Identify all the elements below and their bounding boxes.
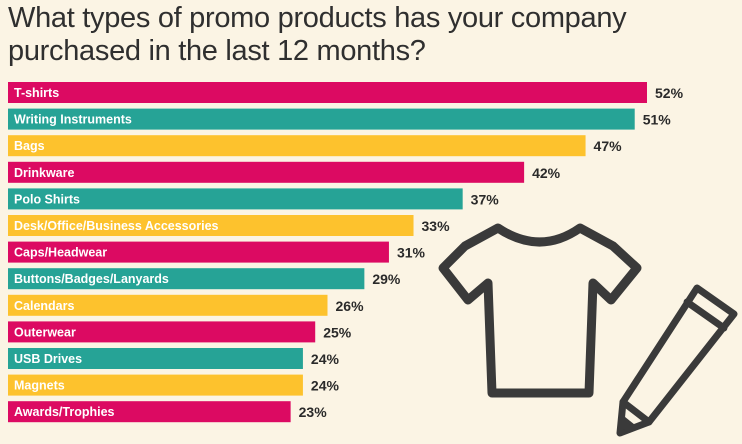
bar-category-label: T-shirts: [14, 86, 59, 100]
bar-2: [8, 135, 586, 157]
bar-category-label: Drinkware: [14, 166, 74, 180]
bar-value-label: 25%: [323, 324, 352, 340]
bar-8: [8, 294, 328, 316]
bar-category-label: Buttons/Badges/Lanyards: [14, 272, 169, 286]
chart-title: What types of promo products has your co…: [8, 2, 627, 67]
bar-value-label: 29%: [372, 271, 401, 287]
bar-value-label: 31%: [397, 245, 426, 261]
bar-value-label: 52%: [655, 85, 684, 101]
bar-value-label: 33%: [422, 218, 451, 234]
bar-6: [8, 241, 389, 263]
bar-category-label: Awards/Trophies: [14, 405, 115, 419]
bar-3: [8, 161, 525, 183]
bar-value-label: 24%: [311, 378, 340, 394]
bar-0: [8, 82, 647, 103]
bar-category-label: USB Drives: [14, 352, 82, 366]
bar-value-label: 26%: [336, 298, 365, 314]
bar-12: [8, 401, 291, 423]
bar-11: [8, 374, 303, 396]
bar-value-label: 24%: [311, 351, 340, 367]
bar-category-label: Calendars: [14, 299, 74, 313]
bar-4: [8, 188, 463, 210]
t-shirt-icon: [438, 223, 642, 398]
bars-group: T-shirts 52% Writing Instruments 51% Bags 47%…: [8, 82, 684, 423]
bar-category-label: Bags: [14, 139, 45, 153]
bar-value-label: 37%: [471, 191, 500, 207]
bar-1: [8, 108, 635, 130]
bar-category-label: Caps/Headwear: [14, 246, 107, 260]
bar-value-label: 51%: [643, 112, 672, 128]
bar-category-label: Magnets: [14, 379, 65, 393]
bar-7: [8, 268, 365, 290]
bar-value-label: 47%: [594, 138, 623, 154]
pencil-icon: [616, 284, 738, 437]
bar-category-label: Polo Shirts: [14, 192, 80, 206]
bar-9: [8, 321, 316, 343]
bar-5: [8, 215, 414, 236]
bar-category-label: Desk/Office/Business Accessories: [14, 219, 219, 233]
bar-category-label: Writing Instruments: [14, 113, 132, 127]
bar-category-label: Outerwear: [14, 325, 76, 339]
bar-value-label: 42%: [532, 165, 561, 181]
bar-10: [8, 348, 303, 369]
bar-value-label: 23%: [299, 404, 328, 420]
